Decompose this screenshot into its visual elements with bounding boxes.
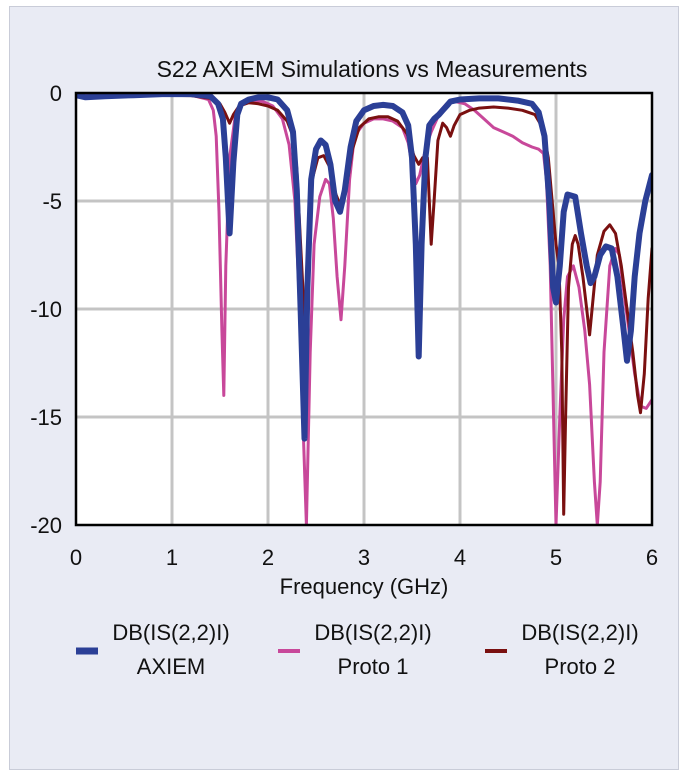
chart-title: S22 AXIEM Simulations vs Measurements — [157, 56, 588, 82]
x-tick-label: 6 — [646, 545, 658, 570]
series-line-proto-2 — [76, 93, 652, 516]
x-tick-labels: 0 1 2 3 4 5 6 — [70, 545, 658, 570]
y-tick-label: -10 — [30, 297, 62, 322]
x-axis-label: Frequency (GHz) — [280, 574, 449, 599]
legend-entry: DB(IS(2,2)I) AXIEM — [76, 620, 230, 679]
x-tick-label: 2 — [262, 545, 274, 570]
plot-border — [74, 91, 654, 527]
x-tick-label: 0 — [70, 545, 82, 570]
x-tick-label: 1 — [166, 545, 178, 570]
series-layer — [76, 93, 652, 525]
y-tick-label: -20 — [30, 513, 62, 538]
x-tick-label: 5 — [550, 545, 562, 570]
y-tick-label: 0 — [50, 81, 62, 106]
chart-svg: S22 AXIEM Simulations vs Measurements 0 1… — [30, 56, 658, 679]
legend-label-line1: DB(IS(2,2)I) — [521, 620, 638, 645]
legend-label-line2: AXIEM — [137, 654, 205, 679]
grid — [76, 93, 652, 525]
x-tick-label: 4 — [454, 545, 466, 570]
chart-panel: S22 AXIEM Simulations vs Measurements 0 1… — [9, 6, 679, 770]
y-tick-label: -5 — [42, 189, 62, 214]
series-line-axiem — [76, 93, 652, 442]
y-tick-label: -15 — [30, 405, 62, 430]
legend-label-line1: DB(IS(2,2)I) — [112, 620, 229, 645]
legend-label-line2: Proto 2 — [545, 654, 616, 679]
legend-label-line1: DB(IS(2,2)I) — [314, 620, 431, 645]
legend-entry: DB(IS(2,2)I) Proto 2 — [485, 620, 639, 679]
legend-entry: DB(IS(2,2)I) Proto 1 — [278, 620, 432, 679]
y-tick-labels: 0 -5 -10 -15 -20 — [30, 81, 62, 538]
x-tick-label: 3 — [358, 545, 370, 570]
legend-label-line2: Proto 1 — [338, 654, 409, 679]
